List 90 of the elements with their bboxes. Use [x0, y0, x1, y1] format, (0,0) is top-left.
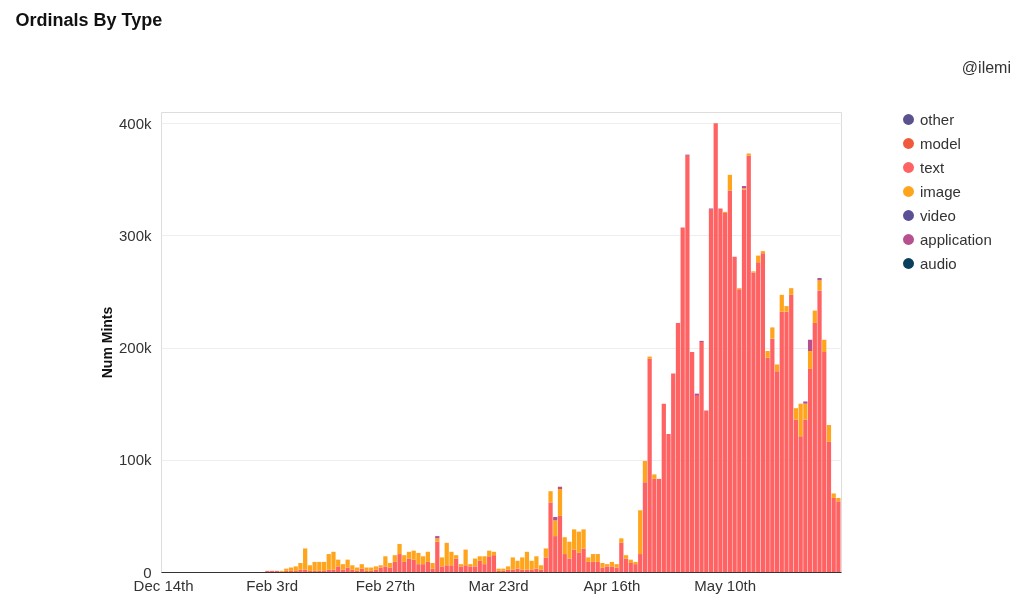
bar — [581, 548, 586, 572]
bar — [515, 568, 520, 572]
bar — [402, 555, 407, 562]
text: @ilemi — [961, 59, 1011, 76]
bar — [831, 493, 836, 498]
bar — [331, 569, 336, 572]
x-tick-label: Feb 27th — [355, 576, 415, 594]
bar — [812, 310, 817, 323]
bar — [586, 557, 591, 562]
y-tick-label: 400k — [118, 114, 152, 132]
bar — [416, 564, 421, 572]
bar — [590, 554, 596, 562]
bar — [534, 568, 539, 572]
legend-label: audio — [920, 254, 957, 272]
bar — [727, 174, 732, 191]
bar — [345, 559, 350, 568]
bar — [534, 556, 539, 569]
x-tick-label: Mar 23rd — [468, 576, 529, 594]
bar — [406, 551, 412, 559]
bar — [463, 549, 468, 566]
bar — [836, 501, 841, 572]
x-tick-label: May 10th — [694, 576, 756, 594]
bar — [595, 554, 600, 562]
bar — [638, 510, 643, 555]
bar — [826, 425, 832, 442]
bar — [397, 543, 402, 555]
bar — [397, 554, 402, 572]
bar — [798, 403, 803, 437]
y-axis-title: Num Mints — [98, 306, 115, 379]
bar — [383, 566, 388, 572]
bar — [614, 564, 619, 568]
bar — [619, 538, 624, 543]
bar — [789, 288, 794, 295]
bar — [581, 529, 586, 549]
bar — [416, 552, 421, 565]
bar — [774, 364, 780, 372]
bar — [647, 358, 652, 572]
bar — [425, 551, 430, 562]
bar — [822, 339, 827, 353]
bar — [392, 555, 397, 562]
bar — [642, 460, 648, 483]
bar — [699, 342, 704, 572]
bar — [760, 253, 766, 572]
x-tick-label: Apr 16th — [583, 576, 641, 594]
bar — [543, 548, 548, 558]
bar — [406, 558, 412, 572]
bar — [557, 515, 563, 572]
bar — [770, 327, 775, 339]
legend-label: application — [920, 230, 992, 248]
bar — [633, 561, 638, 565]
bar — [765, 350, 770, 358]
legend-label: image — [920, 182, 961, 200]
bar — [817, 280, 822, 291]
bar — [482, 556, 487, 565]
legend-label: model — [920, 134, 961, 152]
y-tick-label: 100k — [118, 451, 152, 469]
bar — [491, 555, 497, 572]
legend-label: text — [920, 158, 946, 176]
bar — [430, 563, 435, 569]
bar — [463, 565, 468, 572]
bar — [836, 497, 841, 502]
bar — [331, 551, 336, 570]
y-tick-label: 300k — [118, 226, 152, 244]
bar — [685, 155, 690, 572]
bar — [340, 564, 346, 570]
bar — [807, 339, 813, 351]
bar — [590, 561, 596, 572]
legend-label: video — [920, 206, 956, 224]
bar — [383, 556, 388, 567]
x-tick-label: Feb 3rd — [246, 576, 298, 594]
bar — [557, 488, 563, 516]
bar — [298, 569, 303, 572]
bar — [817, 290, 822, 572]
bar — [524, 551, 530, 570]
bar — [609, 566, 615, 572]
bar — [515, 560, 520, 569]
bar — [600, 563, 605, 568]
chart-title: Ordinals By Type — [15, 10, 163, 30]
bar — [817, 278, 822, 281]
bar — [623, 555, 629, 559]
bar — [807, 350, 813, 369]
bar — [548, 502, 553, 572]
bar — [312, 561, 317, 571]
bar — [803, 401, 808, 404]
y-tick-label: 200k — [118, 339, 152, 357]
y-tick-label: 0 — [143, 563, 152, 581]
bar — [553, 520, 558, 537]
bar — [652, 474, 657, 479]
bar — [548, 491, 553, 503]
legend-label: other — [920, 110, 955, 128]
